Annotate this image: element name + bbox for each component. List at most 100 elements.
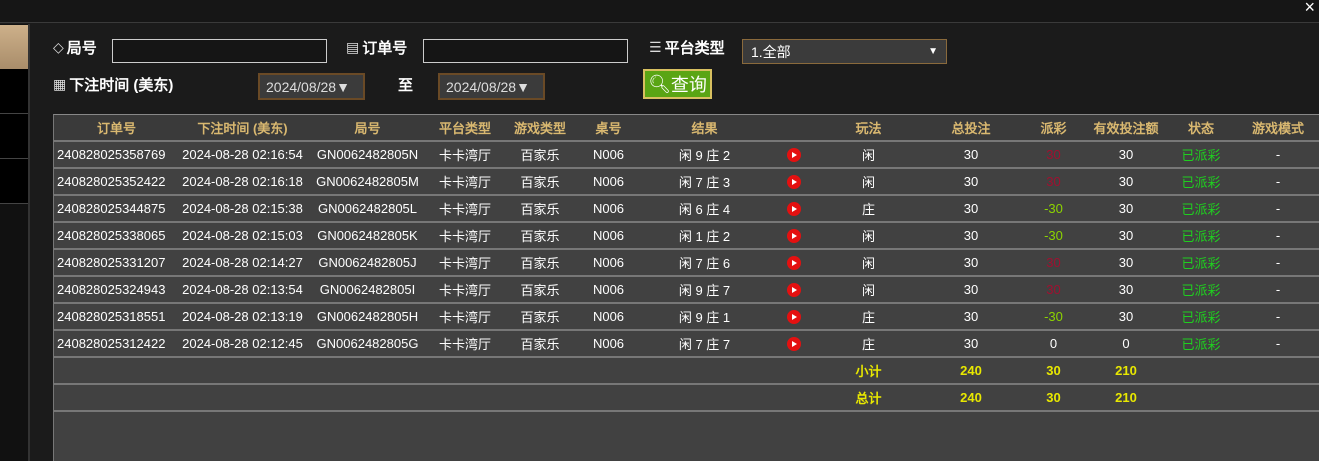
sidebar-item[interactable] (0, 69, 28, 114)
cell-valid: 30 (1086, 303, 1166, 331)
cell-result: 闲 7 庄 3 (638, 168, 771, 196)
table-row[interactable]: 240828025312422 2024-08-28 02:12:45 GN0062… (54, 330, 1319, 358)
table-row[interactable]: 240828025352422 2024-08-28 02:16:18 GN0062… (54, 168, 1319, 196)
sidebar-item[interactable] (0, 114, 28, 159)
cell-status: 已派彩 (1166, 141, 1236, 169)
cell-status: 已派彩 (1166, 222, 1236, 250)
platform-label: ☰ 平台类型 (649, 37, 725, 58)
cell-valid: 30 (1086, 249, 1166, 277)
cell-mode: - (1236, 168, 1319, 196)
cell-time: 2024-08-28 02:14:27 (179, 249, 306, 277)
play-video-icon[interactable] (786, 283, 801, 298)
empty-cell (54, 384, 179, 412)
column-header: 有效投注额 (1086, 115, 1166, 142)
table-row[interactable]: 240828025338065 2024-08-28 02:15:03 GN0062… (54, 222, 1319, 250)
date-to-picker[interactable]: 2024/08/28▼ (438, 73, 545, 100)
empty-cell (638, 384, 771, 412)
cell-valid: 0 (1086, 330, 1166, 358)
query-button[interactable]: 🔍︎ 查询 (643, 69, 712, 99)
empty-cell (1166, 357, 1236, 385)
cell-platform: 卡卡湾厅 (429, 303, 501, 331)
cell-platform: 卡卡湾厅 (429, 330, 501, 358)
cell-payout: 30 (1021, 249, 1086, 277)
total-payout: 30 (1021, 384, 1086, 412)
table-row[interactable]: 240828025318551 2024-08-28 02:13:19 GN0062… (54, 303, 1319, 331)
table-row[interactable]: 240828025331207 2024-08-28 02:14:27 GN0062… (54, 249, 1319, 277)
table-header: 订单号 下注时间 (美东) 局号 平台类型 游戏类型 桌号 结果 玩法 总投注 派彩 有效投注额 状态… (54, 115, 1319, 142)
empty-cell (54, 357, 179, 385)
round-label-text: 局号 (66, 40, 97, 57)
empty-cell (501, 357, 579, 385)
play-video-icon[interactable] (786, 148, 801, 163)
cell-result: 闲 9 庄 1 (638, 303, 771, 331)
sidebar-tab-active[interactable] (0, 25, 28, 69)
table-row[interactable]: 240828025324943 2024-08-28 02:13:54 GN0062… (54, 276, 1319, 304)
play-video-icon[interactable] (786, 175, 801, 190)
round-input[interactable] (112, 39, 327, 63)
cell-bet: 30 (921, 141, 1021, 169)
column-header: 总投注 (921, 115, 1021, 142)
column-header: 下注时间 (美东) (179, 115, 306, 142)
play-video-icon[interactable] (786, 256, 801, 271)
cell-round: GN0062482805N (306, 141, 429, 169)
cell-platform: 卡卡湾厅 (429, 141, 501, 169)
empty-cell (429, 357, 501, 385)
cell-time: 2024-08-28 02:15:03 (179, 222, 306, 250)
play-video-icon[interactable] (786, 337, 801, 352)
subtotal-bet: 240 (921, 357, 1021, 385)
cell-play: 庄 (816, 303, 921, 331)
empty-cell (179, 357, 306, 385)
empty-cell (306, 357, 429, 385)
column-header: 游戏类型 (501, 115, 579, 142)
column-header: 派彩 (1021, 115, 1086, 142)
cell-play: 庄 (816, 195, 921, 223)
close-icon[interactable]: × (1304, 0, 1315, 17)
play-video-icon[interactable] (786, 202, 801, 217)
cell-play: 闲 (816, 222, 921, 250)
empty-cell (1166, 384, 1236, 412)
column-header: 结果 (638, 115, 771, 142)
cell-play: 庄 (816, 330, 921, 358)
tag-icon: ◇ (53, 39, 64, 55)
column-header: 订单号 (54, 115, 179, 142)
play-video-icon[interactable] (786, 229, 801, 244)
play-video-icon[interactable] (786, 310, 801, 325)
cell-bet: 30 (921, 330, 1021, 358)
total-row: 总计 240 30 210 (54, 384, 1319, 412)
cell-valid: 30 (1086, 276, 1166, 304)
sidebar (0, 24, 30, 461)
round-label: ◇ 局号 (53, 37, 97, 58)
cell-time: 2024-08-28 02:16:18 (179, 168, 306, 196)
cell-order: 240828025324943 (54, 276, 179, 304)
bet-records-table: 订单号 下注时间 (美东) 局号 平台类型 游戏类型 桌号 结果 玩法 总投注 派彩 有效投注额 状态… (53, 114, 1319, 461)
cell-game: 百家乐 (501, 195, 579, 223)
order-input[interactable] (423, 39, 628, 63)
cell-result: 闲 1 庄 2 (638, 222, 771, 250)
cell-valid: 30 (1086, 168, 1166, 196)
cell-platform: 卡卡湾厅 (429, 276, 501, 304)
table-row[interactable]: 240828025344875 2024-08-28 02:15:38 GN0062… (54, 195, 1319, 223)
platform-select[interactable]: 1.全部 ▼ (742, 39, 947, 64)
cell-game: 百家乐 (501, 141, 579, 169)
replay-cell (771, 303, 816, 331)
empty-cell (638, 357, 771, 385)
cell-order: 240828025358769 (54, 141, 179, 169)
cell-valid: 30 (1086, 222, 1166, 250)
cell-bet: 30 (921, 168, 1021, 196)
column-header: 玩法 (816, 115, 921, 142)
table-row[interactable]: 240828025358769 2024-08-28 02:16:54 GN0062… (54, 141, 1319, 169)
chevron-down-icon: ▼ (928, 46, 938, 57)
empty-cell (771, 357, 816, 385)
cell-result: 闲 9 庄 2 (638, 141, 771, 169)
cell-round: GN0062482805I (306, 276, 429, 304)
cell-result: 闲 7 庄 6 (638, 249, 771, 277)
cell-mode: - (1236, 222, 1319, 250)
date-from-picker[interactable]: 2024/08/28▼ (258, 73, 365, 100)
time-label-text: 下注时间 (美东) (69, 77, 174, 94)
cell-result: 闲 9 庄 7 (638, 276, 771, 304)
sidebar-item[interactable] (0, 159, 28, 204)
cell-platform: 卡卡湾厅 (429, 249, 501, 277)
cell-order: 240828025312422 (54, 330, 179, 358)
replay-cell (771, 330, 816, 358)
cell-round: GN0062482805J (306, 249, 429, 277)
